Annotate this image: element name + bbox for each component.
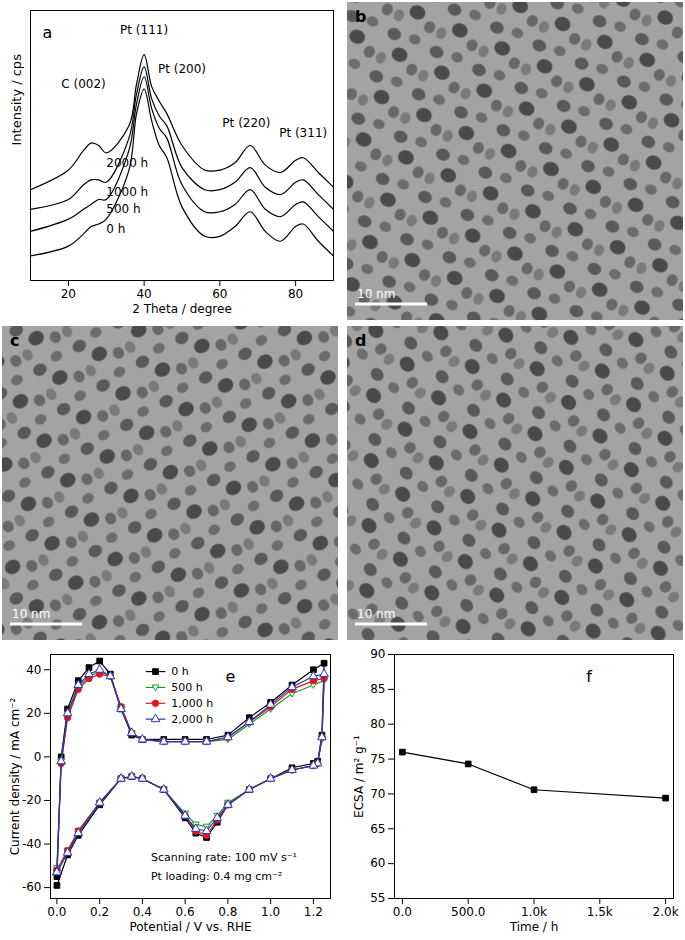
svg-text:0 h: 0 h — [106, 222, 125, 236]
svg-text:90: 90 — [370, 647, 385, 661]
svg-text:0.2: 0.2 — [90, 905, 109, 919]
svg-text:b: b — [355, 7, 366, 26]
svg-text:500.0: 500.0 — [451, 905, 485, 919]
svg-text:1,000 h: 1,000 h — [171, 697, 213, 710]
svg-text:Potential / V vs. RHE: Potential / V vs. RHE — [129, 920, 251, 934]
svg-text:1.5k: 1.5k — [587, 905, 613, 919]
svg-text:Time / h: Time / h — [509, 920, 559, 934]
svg-text:Intensity / cps: Intensity / cps — [9, 54, 24, 146]
svg-text:70: 70 — [370, 787, 385, 801]
svg-text:10 nm: 10 nm — [12, 607, 50, 621]
svg-text:Pt (200): Pt (200) — [158, 62, 206, 76]
svg-text:65: 65 — [370, 822, 385, 836]
svg-text:80: 80 — [288, 287, 303, 301]
svg-text:Current density / mA cm⁻²: Current density / mA cm⁻² — [8, 697, 22, 855]
svg-text:10 nm: 10 nm — [357, 287, 395, 301]
svg-text:1.2: 1.2 — [304, 905, 323, 919]
svg-text:20: 20 — [61, 287, 76, 301]
svg-text:0.0: 0.0 — [47, 905, 66, 919]
svg-text:1000 h: 1000 h — [106, 185, 148, 199]
svg-text:2 Theta / degree: 2 Theta / degree — [132, 302, 232, 316]
svg-text:0 h: 0 h — [171, 665, 188, 678]
svg-text:0: 0 — [34, 750, 42, 764]
svg-text:Scanning rate: 100 mV s⁻¹: Scanning rate: 100 mV s⁻¹ — [151, 851, 297, 864]
svg-text:-60: -60 — [22, 880, 42, 894]
svg-text:-20: -20 — [22, 793, 42, 807]
svg-text:2.0k: 2.0k — [653, 905, 679, 919]
svg-text:500 h: 500 h — [171, 681, 202, 694]
svg-text:55: 55 — [370, 891, 385, 905]
svg-text:80: 80 — [370, 717, 385, 731]
svg-text:40: 40 — [136, 287, 151, 301]
svg-text:Pt loading: 0.4 mg cm⁻²: Pt loading: 0.4 mg cm⁻² — [151, 870, 282, 883]
svg-text:-40: -40 — [22, 837, 42, 851]
svg-text:0.0: 0.0 — [393, 905, 412, 919]
svg-text:f: f — [586, 667, 592, 686]
svg-text:500 h: 500 h — [106, 202, 140, 216]
svg-text:Pt (220): Pt (220) — [222, 116, 270, 130]
svg-text:1.0: 1.0 — [261, 905, 280, 919]
svg-text:75: 75 — [370, 752, 385, 766]
svg-text:60: 60 — [212, 287, 227, 301]
svg-text:ECSA / m² g⁻¹: ECSA / m² g⁻¹ — [352, 735, 366, 818]
svg-text:0.8: 0.8 — [218, 905, 237, 919]
svg-text:e: e — [226, 667, 236, 686]
svg-text:1.0k: 1.0k — [521, 905, 547, 919]
svg-text:Pt (111): Pt (111) — [120, 23, 168, 37]
svg-text:0.6: 0.6 — [176, 905, 195, 919]
svg-text:a: a — [43, 23, 53, 42]
svg-text:10 nm: 10 nm — [357, 607, 395, 621]
svg-text:40: 40 — [26, 663, 41, 677]
svg-text:d: d — [355, 331, 366, 350]
svg-text:C (002): C (002) — [61, 77, 105, 91]
svg-text:85: 85 — [370, 682, 385, 696]
svg-text:60: 60 — [370, 856, 385, 870]
svg-text:20: 20 — [26, 706, 41, 720]
svg-text:c: c — [10, 331, 19, 350]
svg-text:2000 h: 2000 h — [106, 156, 148, 170]
svg-text:Pt (311): Pt (311) — [279, 126, 327, 140]
svg-text:0.4: 0.4 — [133, 905, 152, 919]
svg-text:2,000 h: 2,000 h — [171, 713, 213, 726]
